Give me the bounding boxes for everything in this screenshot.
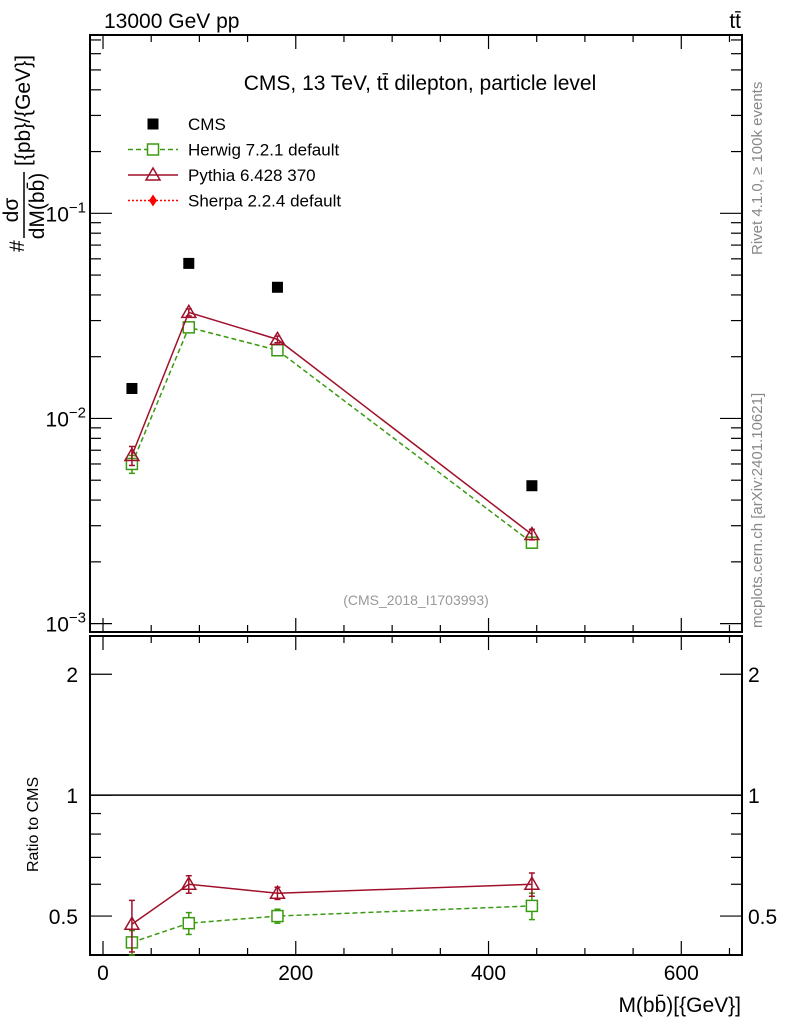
legend-label: Pythia 6.428 370 xyxy=(188,166,316,185)
x-tick-label: 0 xyxy=(97,962,109,985)
ratio-y-label: Ratio to CMS xyxy=(25,777,42,872)
top-left-label: 13000 GeV pp xyxy=(104,10,239,33)
side-label-mcplots: mcplots.cern.ch [arXiv:2401.10621] xyxy=(749,393,766,628)
herwig-point xyxy=(271,344,284,357)
pythia-ratio-point xyxy=(269,884,286,899)
analysis-id: (CMS_2018_I1703993) xyxy=(343,592,489,608)
herwig-ratio-line xyxy=(131,905,532,944)
legend-label: CMS xyxy=(188,115,226,134)
x-tick-label: 200 xyxy=(278,962,313,985)
ratio-tick-label: 0.5 xyxy=(49,906,78,929)
y-label-num: dσ xyxy=(0,198,23,223)
cms-point xyxy=(526,480,538,492)
x-tick-label: 400 xyxy=(471,962,506,985)
pythia-point xyxy=(269,330,286,346)
pythia-point xyxy=(180,303,198,319)
y-tick-label: 10−2 xyxy=(46,404,86,431)
legend-label: Herwig 7.2.1 default xyxy=(188,141,339,160)
herwig-ratio-point xyxy=(271,909,284,923)
top-right-label: tt̄ xyxy=(729,10,741,33)
herwig-line xyxy=(131,326,533,544)
side-label-rivet: Rivet 4.1.0, ≥ 100k events xyxy=(749,82,766,255)
y-tick-label: 10−1 xyxy=(46,199,86,226)
pythia-ratio-point xyxy=(523,875,541,891)
ratio-tick-label-right: 0.5 xyxy=(748,906,777,929)
y-label-units: [{pb}/{GeV}] xyxy=(12,55,35,166)
y-tick-label: 10−3 xyxy=(46,610,86,637)
cms-point xyxy=(183,257,195,269)
chart-title: CMS, 13 TeV, tt̄ dilepton, particle leve… xyxy=(244,72,597,95)
pythia-ratio-point xyxy=(123,915,141,931)
pythia-point xyxy=(123,446,141,462)
cms-point xyxy=(271,281,283,293)
ratio-tick-label-right: 2 xyxy=(748,664,760,687)
pythia-ratio-line xyxy=(131,883,532,925)
legend-label: Sherpa 2.2.4 default xyxy=(188,192,341,211)
herwig-ratio-point xyxy=(182,916,196,930)
x-tick-label: 600 xyxy=(664,962,699,985)
cms-point xyxy=(126,382,138,394)
ratio-tick-label-right: 1 xyxy=(748,785,760,808)
legend-marker xyxy=(144,166,162,181)
legend-marker xyxy=(149,194,157,207)
pythia-point xyxy=(523,525,541,541)
y-label-hash: # xyxy=(6,240,29,252)
y-axis-label: # dσ dM(bb̄) [{pb}/{GeV}] xyxy=(0,55,49,252)
legend-marker xyxy=(146,143,160,156)
y-label-den: dM(bb̄) xyxy=(26,173,49,240)
ratio-tick-label: 1 xyxy=(66,785,78,808)
x-axis-label: M(bb̄)[{GeV}] xyxy=(618,994,741,1017)
legend-marker xyxy=(147,118,159,130)
herwig-ratio-point xyxy=(525,899,539,913)
pythia-ratio-point xyxy=(180,875,198,891)
main-plot-frame xyxy=(89,34,743,633)
pythia-line xyxy=(131,311,533,536)
legend: CMS Herwig 7.2.1 default Pythia 6.428 370 S… xyxy=(128,115,341,211)
ratio-tick-label: 2 xyxy=(66,664,78,687)
